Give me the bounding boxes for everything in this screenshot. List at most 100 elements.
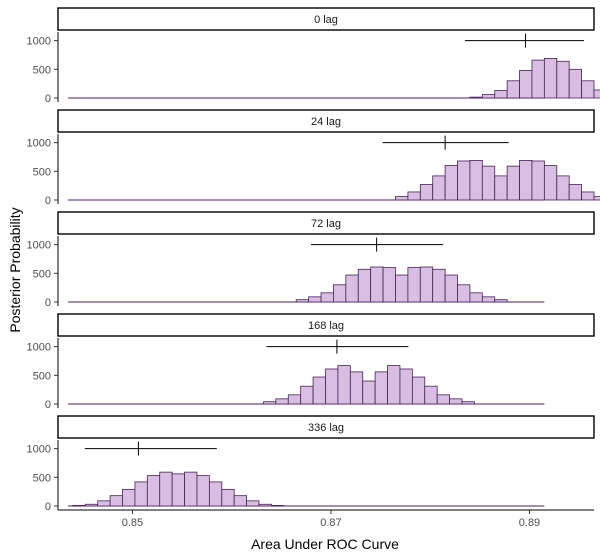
- histogram-bar: [171, 473, 185, 507]
- histogram-bar: [159, 471, 173, 507]
- histogram-bar: [444, 165, 458, 201]
- histogram-bar: [263, 401, 277, 405]
- facet-panel: 168 lag 0 500 1000: [27, 313, 595, 411]
- facet-panel: 24 lag 0 500 1000: [27, 109, 600, 207]
- histogram-bar: [312, 376, 326, 405]
- y-tick-label: 500: [33, 166, 51, 178]
- histogram-bar: [469, 159, 483, 201]
- facet-strip-label: 24 lag: [311, 116, 341, 128]
- facet-strip-label: 168 lag: [308, 320, 344, 332]
- histogram-bar: [407, 267, 421, 303]
- y-tick-label: 0: [45, 297, 51, 309]
- facet-strip-label: 72 lag: [311, 218, 341, 230]
- histogram-bar: [593, 196, 600, 201]
- histogram-bar: [469, 292, 483, 303]
- y-tick-label: 0: [45, 195, 51, 207]
- facet-strip: [57, 211, 595, 235]
- facet-strip: [57, 109, 595, 133]
- histogram-bar: [357, 268, 372, 303]
- histogram-bar: [506, 80, 520, 99]
- y-tick-label: 1000: [27, 342, 51, 354]
- histogram-bar: [134, 481, 148, 507]
- histogram-bar: [556, 175, 570, 201]
- histogram-bar: [184, 471, 198, 507]
- histogram-bar: [196, 475, 210, 507]
- facet-panel: 72 lag 0 500 1000: [27, 211, 595, 309]
- histogram-bar: [494, 90, 508, 99]
- facet-strip: [57, 415, 595, 439]
- y-tick-label: 1000: [27, 240, 51, 252]
- histogram-bar: [97, 500, 111, 507]
- histogram-bar: [333, 284, 347, 303]
- histogram-bar: [300, 385, 314, 405]
- y-tick-label: 500: [33, 64, 51, 76]
- histogram-bar: [374, 371, 388, 405]
- histogram-bar: [233, 495, 247, 507]
- histogram-bar: [72, 505, 86, 507]
- facet-strip: [57, 313, 595, 337]
- y-tick-label: 1000: [27, 444, 51, 456]
- histogram-bar: [461, 401, 475, 405]
- histogram-bar: [146, 475, 161, 507]
- histogram-bar: [432, 175, 446, 201]
- y-tick-label: 0: [45, 399, 51, 411]
- histogram-bar: [109, 495, 123, 507]
- histogram-bar: [395, 274, 409, 303]
- facet-panels: 0 lag 0 500 1000 24 lag 0 500 1000 72 lag 0 500 100…: [27, 7, 600, 529]
- histogram-bar: [271, 505, 285, 507]
- histogram-bar: [519, 159, 533, 201]
- histogram-bar: [568, 68, 582, 99]
- histogram-bar: [481, 296, 496, 303]
- facet-strip: [57, 7, 595, 31]
- histogram-bar: [568, 184, 582, 201]
- histogram-bar: [457, 284, 471, 303]
- histogram-bar: [519, 70, 533, 99]
- histogram-bar: [543, 165, 558, 201]
- y-tick-label: 0: [45, 93, 51, 105]
- y-tick-label: 500: [33, 472, 51, 484]
- histogram-bar: [436, 394, 450, 405]
- y-tick-label: 1000: [27, 138, 51, 150]
- histogram-bar: [581, 80, 595, 99]
- histogram-bar: [581, 191, 595, 201]
- histogram-bar: [122, 488, 136, 507]
- histogram-bar: [407, 191, 421, 201]
- histogram-bar: [419, 184, 434, 201]
- y-tick-label: 500: [33, 370, 51, 382]
- histogram-bar: [275, 398, 289, 405]
- histogram-bar: [258, 503, 272, 507]
- y-tick-label: 500: [33, 268, 51, 280]
- x-tick-label: 0.87: [320, 517, 341, 529]
- facet-strip-label: 0 lag: [314, 14, 338, 26]
- histogram-bar: [84, 503, 99, 507]
- histogram-bar: [208, 481, 223, 507]
- histogram-bar: [387, 365, 401, 405]
- y-tick-label: 0: [45, 501, 51, 513]
- histogram-bar: [362, 380, 376, 405]
- histogram-bar: [325, 368, 339, 405]
- histogram-bar: [593, 89, 600, 99]
- x-tick-label: 0.85: [122, 517, 143, 529]
- x-axis-title: Area Under ROC Curve: [251, 536, 399, 552]
- histogram-bar: [395, 196, 409, 201]
- histogram-bar: [349, 371, 364, 405]
- histogram-bar: [531, 160, 545, 201]
- histogram-bar: [494, 175, 508, 201]
- histogram-bar: [370, 266, 384, 303]
- histogram-bar: [424, 385, 438, 405]
- histogram-bar: [481, 94, 496, 99]
- y-axis-title: Posterior Probability: [7, 207, 23, 332]
- histogram-bar: [432, 268, 446, 303]
- histogram-bar: [221, 488, 235, 507]
- histogram-bar: [494, 299, 508, 303]
- histogram-bar: [411, 376, 426, 405]
- histogram-bar: [295, 299, 310, 303]
- facet-panel: 336 lag 0 500 1000 0.85 0.87 0.89: [27, 415, 595, 529]
- histogram-bar: [444, 274, 458, 303]
- histogram-bar: [449, 398, 463, 405]
- histogram-bar: [469, 96, 483, 99]
- histogram-bar: [320, 292, 334, 303]
- histogram-bar: [345, 274, 359, 303]
- y-tick-label: 1000: [27, 36, 51, 48]
